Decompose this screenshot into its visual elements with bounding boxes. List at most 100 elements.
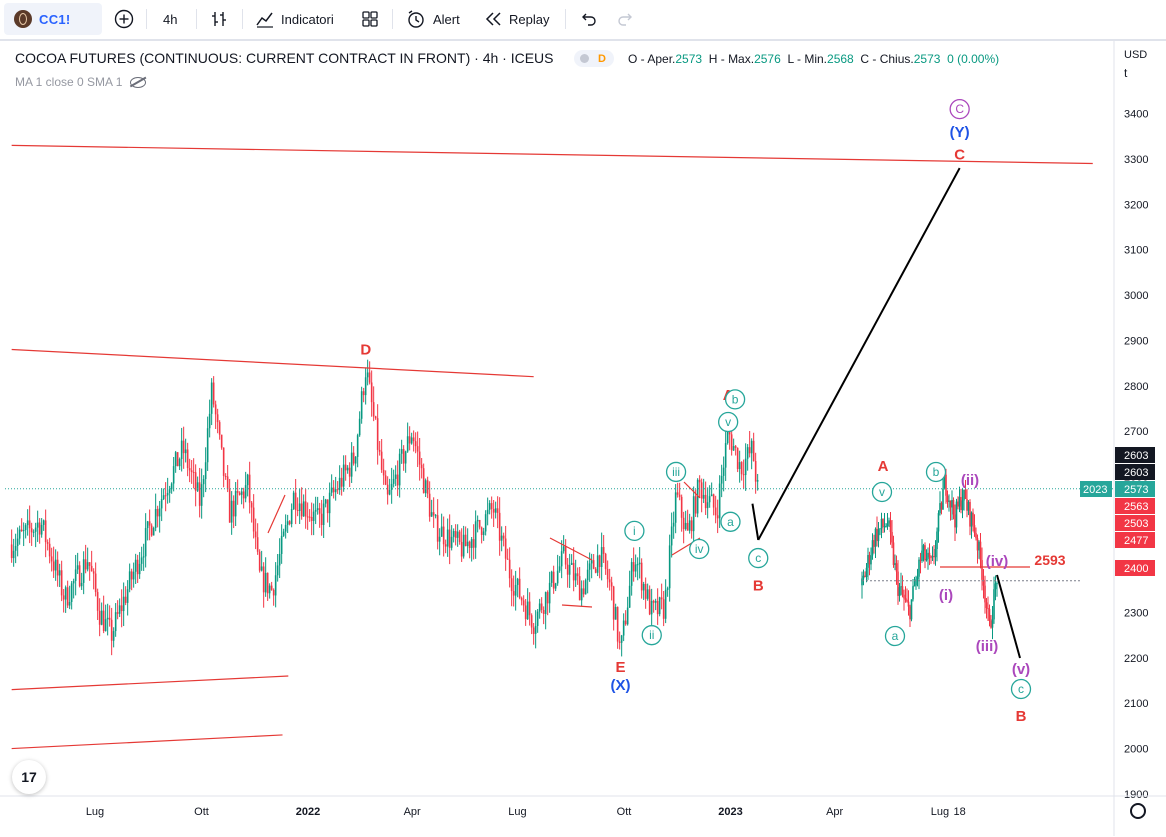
inset-background [860,450,1082,730]
candle-body [390,483,393,490]
gear-icon[interactable] [1130,803,1146,819]
candle-body [198,482,201,506]
candle-body [955,501,958,528]
chart-title[interactable]: COCOA FUTURES (CONTINUOUS: CURRENT CONTR… [15,50,554,66]
symbol-search-button[interactable]: CC1! [4,3,102,35]
candle-body [166,492,169,496]
compare-symbol-button[interactable] [113,0,135,38]
candle-body [178,459,181,467]
candle-body [682,517,685,530]
chart-area[interactable] [0,40,1166,837]
candle-body [930,557,932,559]
wave-label-circle [718,411,739,433]
inset-projection-line [996,574,1021,659]
candle-body [862,575,865,579]
candle-body [622,620,625,636]
candle-body [280,535,283,554]
time-tick-label: 2022 [296,806,320,818]
candle-body [344,464,347,471]
low-value: 2568 [827,52,854,66]
candle-body [28,520,31,529]
candle-body [670,526,673,546]
interval-button[interactable]: 4h [163,11,178,27]
chart-type-button[interactable] [209,0,229,38]
candle-body [172,466,175,484]
candle-body [572,562,575,581]
candle-body [382,469,385,476]
candle-body [256,537,259,552]
indicators-button[interactable]: Indicatori [255,0,334,38]
candle-body [870,555,872,565]
candle-body [404,451,407,464]
candle-body [386,484,389,495]
candle-body [236,490,239,493]
layouts-button[interactable] [360,0,380,38]
candle-body [318,508,321,514]
candle-body [937,513,940,532]
candle-body [686,522,689,531]
candle-body [434,515,437,517]
candle-body [250,502,253,508]
projection-line [757,167,961,541]
candle-body [208,413,211,429]
candle-body [616,607,619,642]
undo-button[interactable] [578,0,598,38]
inset-badge [1080,481,1112,497]
hidden-eye-icon[interactable] [130,77,147,89]
redo-button[interactable] [616,0,636,38]
candle-body [192,471,195,473]
ma-indicator-legend[interactable]: MA 1 close 0 SMA 1 [15,75,147,89]
candle-body [134,559,137,572]
candle-body [903,594,905,599]
candle-body [925,558,928,561]
candle-body [226,476,229,490]
candle-body [20,529,23,531]
candle-body [346,467,349,471]
candle-body [436,515,439,542]
candle-body [988,608,991,621]
candle-body [680,496,683,518]
candle-body [933,555,935,558]
indicators-label: Indicatori [281,11,334,27]
market-status-badge[interactable]: D [574,50,614,67]
alert-button[interactable]: Alert [405,0,460,38]
candle-body [278,553,281,566]
wave-label: (X) [611,677,631,694]
top-toolbar: CC1! 4h Indicatori [0,0,1166,40]
candle-body [242,491,245,499]
candle-body [910,599,913,620]
wave-label: a [892,629,899,643]
candle-body [384,475,387,485]
price-badge [1115,498,1155,514]
candle-body [324,499,327,504]
unit-label: t [1124,66,1128,80]
candle-body [658,597,661,615]
candle-body [636,564,639,566]
delayed-badge: D [598,52,606,65]
candle-body [72,580,75,584]
candle-body [144,528,147,557]
candle-body [532,627,535,634]
candle-body [30,528,33,533]
candle-body [232,500,235,517]
candle-body [338,477,341,490]
replay-button[interactable]: Replay [484,0,549,38]
candle-body [400,449,403,454]
candle-body [98,610,101,625]
candle-body [966,499,968,511]
candle-body [526,601,529,620]
candle-body [418,451,421,465]
candle-body [106,617,109,620]
candle-body [156,509,159,517]
candle-body [138,563,141,575]
tradingview-logo-icon[interactable]: 17 [12,760,46,794]
candle-body [562,546,565,552]
grid-icon [362,11,378,27]
high-label: H - Max. [708,52,755,66]
trendline [11,348,534,378]
price-tick-label: 3100 [1124,245,1148,257]
pattern-line [683,481,701,499]
candle-body [442,526,445,545]
candle-body [514,584,517,596]
